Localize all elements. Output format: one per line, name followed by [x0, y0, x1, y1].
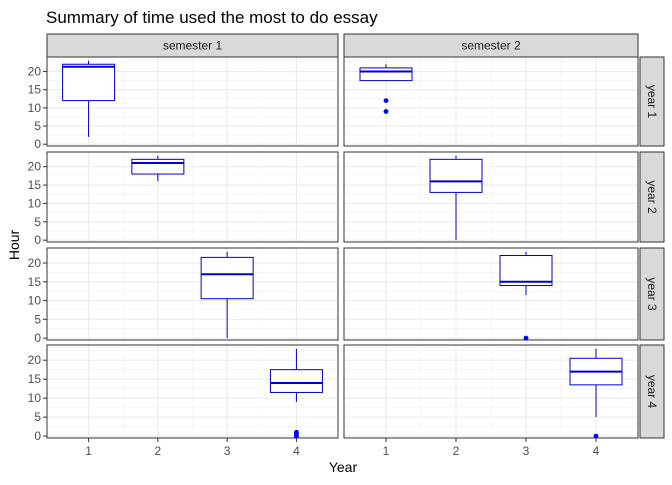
box-iqr — [429, 158, 483, 193]
strip-background — [343, 33, 639, 58]
strip-label: year 4 — [645, 375, 659, 409]
x-tick-label: 4 — [593, 444, 600, 458]
chart-title: Summary of time used the most to do essa… — [46, 8, 378, 27]
boxplot-box — [359, 64, 413, 114]
strip-label: semester 1 — [163, 39, 223, 53]
y-tick-label: 15 — [28, 372, 42, 386]
y-tick-label: 20 — [28, 353, 42, 367]
y-tick-label: 0 — [34, 233, 41, 247]
y-tick-label: 15 — [28, 275, 42, 289]
box-iqr — [499, 255, 553, 287]
facet-panel — [343, 151, 639, 243]
y-tick-label: 20 — [28, 160, 42, 174]
strip-label: year 2 — [645, 180, 659, 214]
y-tick-label: 15 — [28, 178, 42, 192]
outlier-point — [383, 98, 389, 103]
facet-panel — [46, 151, 339, 243]
box-iqr — [269, 369, 323, 393]
x-tick-label: 2 — [155, 444, 162, 458]
y-tick-label: 5 — [34, 119, 41, 133]
box-iqr — [200, 256, 254, 300]
x-tick-label: 3 — [523, 444, 530, 458]
y-tick-label: 0 — [34, 331, 41, 345]
outlier-point — [523, 335, 529, 341]
panel-border — [343, 344, 639, 439]
strip-label: year 3 — [645, 277, 659, 311]
facet-panels — [46, 56, 639, 439]
y-tick-label: 10 — [28, 294, 42, 308]
boxplot-box — [499, 251, 553, 341]
boxplot-box — [269, 348, 323, 439]
y-tick-label: 20 — [28, 256, 42, 270]
x-tick-label: 1 — [85, 444, 92, 458]
strip-label: semester 2 — [461, 39, 521, 53]
y-tick-label: 10 — [28, 101, 42, 115]
facet-panel — [46, 344, 339, 439]
panel-border — [343, 247, 639, 341]
facet-strip-row: year 3 — [639, 247, 665, 341]
y-tick-label: 20 — [28, 65, 42, 79]
boxplot-box — [131, 155, 185, 182]
facet-strip-row: year 1 — [639, 56, 665, 147]
y-tick-label: 5 — [34, 312, 41, 326]
facet-strip-row: year 4 — [639, 344, 665, 439]
panel-border — [46, 151, 339, 243]
y-tick-label: 5 — [34, 410, 41, 424]
boxplot-box — [62, 60, 116, 137]
strip-background — [639, 344, 665, 439]
boxplot-box — [569, 348, 623, 439]
strip-background — [639, 56, 665, 147]
facet-panel — [46, 247, 339, 341]
x-axis-title: Year — [329, 459, 358, 475]
outlier-point — [383, 109, 389, 114]
facet-strip-column: semester 1 — [46, 33, 339, 58]
boxplot-box — [200, 251, 254, 339]
strip-background — [639, 247, 665, 341]
axes: 0 5 10 15 20 0 5 10 15 20 0 5 10 15 20 0 5 10 15 20 1 2 3 4 1 2 3 4 — [28, 65, 600, 458]
x-tick-label: 1 — [383, 444, 390, 458]
box-iqr — [359, 67, 413, 82]
facet-strip-column: semester 2 — [343, 33, 639, 58]
boxplot-box — [429, 155, 483, 241]
y-tick-label: 0 — [34, 429, 41, 443]
facet-panel — [343, 247, 639, 341]
outlier-point — [593, 433, 599, 439]
y-tick-label: 0 — [34, 137, 41, 151]
panel-border — [46, 344, 339, 439]
y-axis-title: Hour — [6, 229, 22, 260]
y-tick-label: 10 — [28, 391, 42, 405]
facet-strip-row: year 2 — [639, 151, 665, 243]
x-tick-label: 4 — [293, 444, 300, 458]
panel-border — [46, 247, 339, 341]
box-iqr — [62, 63, 116, 102]
y-tick-label: 10 — [28, 196, 42, 210]
y-tick-label: 15 — [28, 83, 42, 97]
x-tick-label: 3 — [224, 444, 231, 458]
y-tick-label: 5 — [34, 215, 41, 229]
strip-label: year 1 — [645, 85, 659, 119]
x-tick-label: 2 — [453, 444, 460, 458]
panel-border — [343, 151, 639, 243]
box-iqr — [131, 158, 185, 175]
strip-background — [46, 33, 339, 58]
strip-background — [639, 151, 665, 243]
facet-strips: semester 1 semester 2 year 1 year 2 year 3 ye… — [46, 33, 665, 439]
outlier-point — [294, 433, 299, 439]
